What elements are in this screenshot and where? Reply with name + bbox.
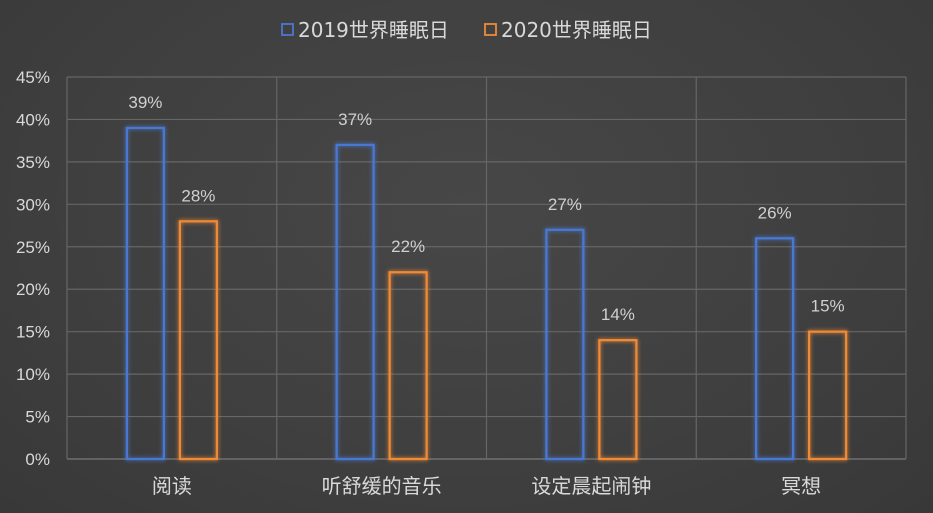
gridlines <box>66 76 907 460</box>
y-tick-label: 20% <box>16 280 50 299</box>
data-label: 28% <box>181 186 215 205</box>
bar-series-2 <box>598 339 638 461</box>
y-tick-label: 5% <box>25 408 50 427</box>
y-tick-label: 45% <box>16 68 50 87</box>
y-tick-label: 35% <box>16 153 50 172</box>
y-tick-label: 10% <box>16 365 50 384</box>
legend-label: 2020世界睡眠日 <box>501 18 652 42</box>
bar-series-2 <box>808 330 848 461</box>
legend-swatch <box>281 23 294 36</box>
data-label: 27% <box>548 195 582 214</box>
bar-series-1 <box>755 237 795 461</box>
bar-series-1 <box>545 228 585 461</box>
x-tick-label: 听舒缓的音乐 <box>322 474 442 498</box>
legend: 2019世界睡眠日 2020世界睡眠日 <box>281 18 652 42</box>
x-axis: 阅读 听舒缓的音乐 设定晨起闹钟 冥想 <box>152 474 821 498</box>
y-tick-label: 30% <box>16 195 50 214</box>
data-label: 14% <box>601 305 635 324</box>
y-tick-label: 25% <box>16 238 50 257</box>
data-label: 15% <box>811 297 845 316</box>
data-label: 37% <box>338 110 372 129</box>
data-label: 26% <box>758 203 792 222</box>
data-label: 39% <box>128 93 162 112</box>
y-tick-label: 0% <box>25 450 50 469</box>
bar-series-2 <box>178 220 218 461</box>
x-tick-label: 阅读 <box>152 474 192 498</box>
bars: 39% 28% 37% 22% 27% 14% 26% 15% <box>125 93 848 461</box>
x-tick-label: 冥想 <box>781 474 821 498</box>
bar-series-1 <box>335 143 375 461</box>
bar-series-2 <box>388 271 428 461</box>
y-tick-label: 15% <box>16 323 50 342</box>
legend-label: 2019世界睡眠日 <box>298 18 449 42</box>
y-tick-label: 40% <box>16 110 50 129</box>
legend-swatch <box>484 23 497 36</box>
bar-series-1 <box>125 126 165 461</box>
y-axis: 0% 5% 10% 15% 20% 25% 30% 35% 40% 45% <box>16 68 50 469</box>
x-tick-label: 设定晨起闹钟 <box>531 474 651 498</box>
data-label: 22% <box>391 237 425 256</box>
